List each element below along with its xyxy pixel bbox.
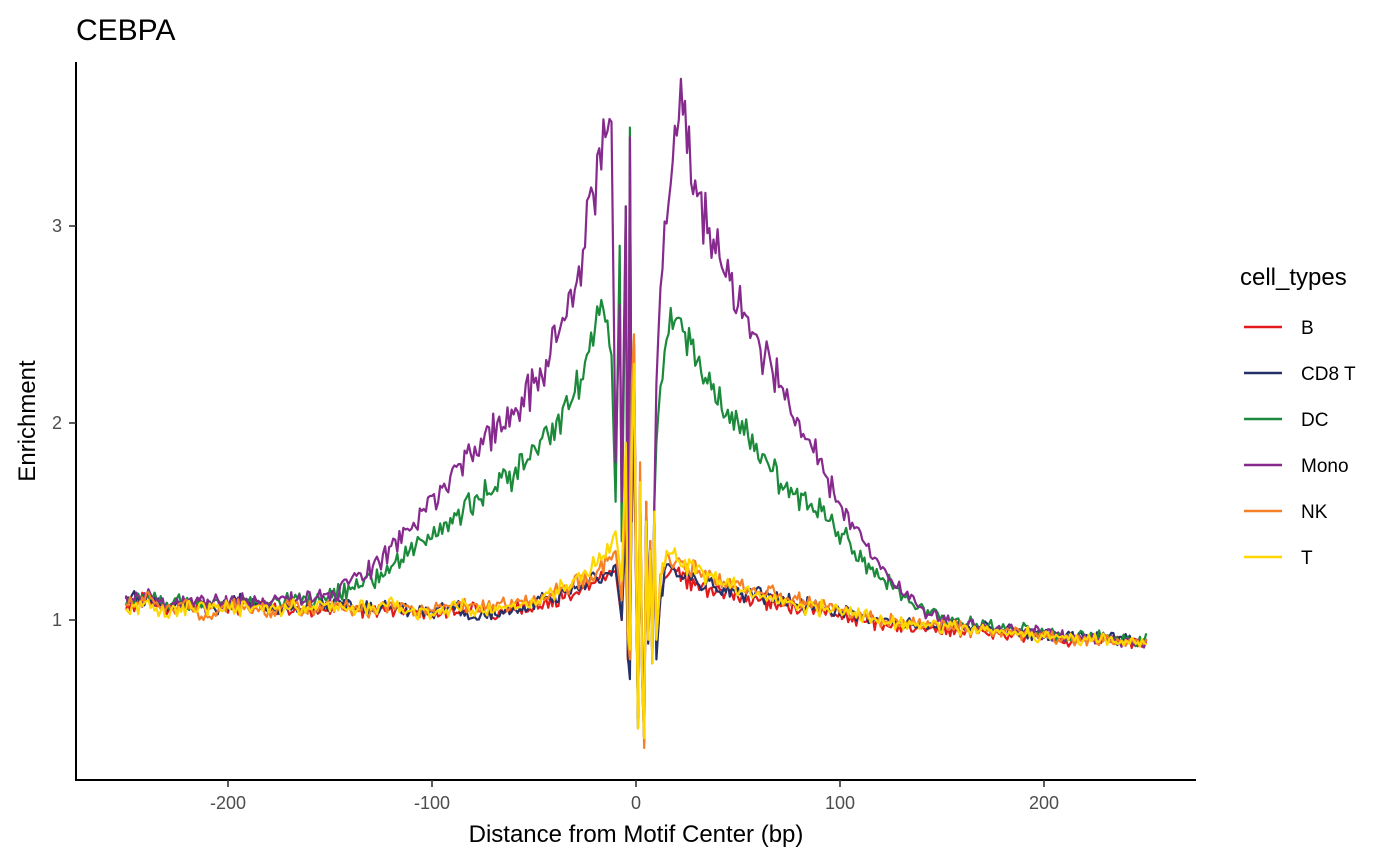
- y-tick-label: 2: [52, 413, 62, 433]
- legend-label-mono: Mono: [1301, 456, 1349, 477]
- series-line-t: [124, 362, 1148, 740]
- legend-label-t: T: [1301, 548, 1313, 569]
- legend-label-cd8-t: CD8 T: [1301, 364, 1356, 385]
- legend-label-dc: DC: [1301, 410, 1328, 431]
- series-layer: [124, 77, 1148, 750]
- x-axis-title: Distance from Motif Center (bp): [469, 821, 804, 848]
- legend-label-nk: NK: [1301, 502, 1328, 523]
- legend-items: B CD8 T DC Mono NK T: [1244, 318, 1356, 569]
- y-axis-title: Enrichment: [14, 360, 41, 482]
- y-tick-label: 3: [52, 216, 62, 236]
- x-tick-label: 0: [631, 793, 641, 813]
- x-tick-label: -100: [414, 793, 450, 813]
- x-tick-label: -200: [210, 793, 246, 813]
- legend-label-b: B: [1301, 318, 1314, 339]
- y-tick-label: 1: [52, 610, 62, 630]
- x-axis-ticks: -200 -100 0 100 200: [210, 780, 1059, 813]
- chart-title: CEBPA: [76, 14, 175, 47]
- legend: cell_types B CD8 T DC Mono NK T: [1240, 264, 1356, 569]
- legend-title: cell_types: [1240, 264, 1347, 291]
- x-tick-label: 100: [825, 793, 855, 813]
- x-tick-label: 200: [1029, 793, 1059, 813]
- y-axis-ticks: 1 2 3: [52, 216, 76, 630]
